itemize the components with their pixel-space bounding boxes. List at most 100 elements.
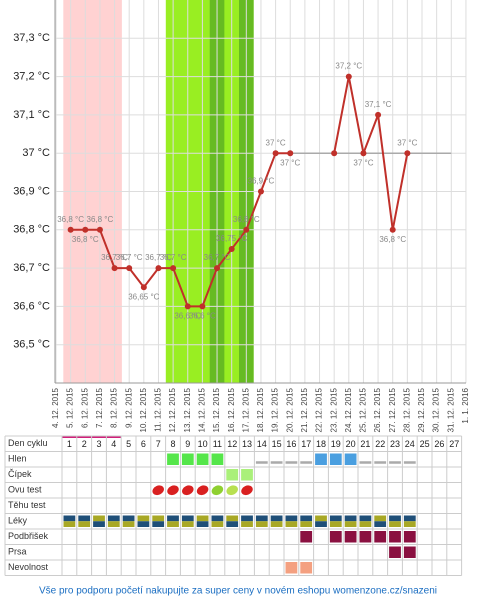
cycle-day: 21 (360, 439, 370, 449)
footer-link[interactable]: Vše pro podporu početí nakupujte za supe… (39, 586, 437, 597)
cell-dash (374, 461, 387, 464)
value-label: 36,6 °C (174, 312, 201, 321)
x-tick-label: 12. 12. 2015 (168, 387, 177, 432)
x-tick-label: 13. 12. 2015 (183, 387, 192, 432)
cell-dash (359, 461, 372, 464)
cell-mark (389, 531, 401, 543)
cycle-day: 23 (390, 439, 400, 449)
cell-mark (211, 453, 224, 465)
row-label: Hlen (8, 454, 27, 464)
cell-mark (241, 515, 253, 522)
value-label: 37 °C (397, 138, 417, 147)
ovulation-test (167, 485, 179, 496)
y-tick-label: 37,2 °C (13, 71, 50, 83)
cell-dash (389, 461, 401, 464)
cycle-day: 15 (272, 439, 282, 449)
cell-mark (403, 531, 416, 543)
x-tick-label: 5. 12. 2015 (66, 387, 75, 428)
cell-mark (300, 515, 313, 522)
row-label: Těhu test (8, 500, 46, 510)
row-label: Čípek (8, 469, 32, 479)
cycle-day: 18 (316, 439, 326, 449)
cell-mark (241, 469, 253, 481)
x-tick-label: 25. 12. 2015 (359, 387, 368, 432)
value-label: 36,8 °C (57, 215, 84, 224)
cell-dash (300, 461, 313, 464)
cell-mark (255, 521, 268, 527)
temperature-line (70, 152, 291, 308)
cycle-day: 20 (346, 439, 356, 449)
cell-dash (270, 461, 283, 464)
value-label: 36,8 °C (87, 215, 114, 224)
value-label: 36,8 °C (233, 215, 260, 224)
cell-mark (167, 453, 179, 465)
cell-mark (329, 531, 342, 543)
temperature-point (184, 303, 191, 310)
row-label: Léky (8, 516, 28, 526)
x-tick-label: 8. 12. 2015 (110, 387, 119, 428)
x-tick-label: 24. 12. 2015 (344, 387, 353, 432)
x-tick-label: 16. 12. 2015 (227, 387, 236, 432)
value-label: 36,7 °C (145, 253, 172, 262)
cell-mark (403, 521, 416, 527)
x-tick-label: 7. 12. 2015 (95, 387, 104, 428)
x-tick-label: 22. 12. 2015 (315, 387, 324, 432)
cycle-day: 1 (67, 439, 72, 449)
cell-mark (329, 515, 342, 522)
cell-dash (285, 461, 298, 464)
cell-mark (181, 521, 194, 527)
value-label: 36,8 °C (72, 235, 99, 244)
y-tick-label: 37,3 °C (13, 32, 50, 44)
x-tick-label: 20. 12. 2015 (285, 387, 294, 432)
x-tick-label: 18. 12. 2015 (256, 387, 265, 432)
cell-mark (285, 562, 298, 574)
temperature-point (345, 73, 352, 80)
menses-marker (62, 436, 77, 438)
cell-mark (196, 515, 209, 522)
y-tick-label: 36,7 °C (13, 262, 50, 274)
x-tick-label: 14. 12. 2015 (198, 387, 207, 432)
cycle-day: 3 (96, 439, 101, 449)
cell-mark (137, 521, 150, 527)
cycle-day: 22 (375, 439, 385, 449)
menses-marker (91, 436, 107, 438)
cell-mark (270, 515, 283, 522)
ovulation-test (182, 485, 194, 496)
row-label: Den cyklu (8, 438, 48, 448)
y-tick-label: 37 °C (22, 147, 50, 159)
ovulation-test (211, 485, 224, 496)
cell-mark (93, 515, 105, 522)
temperature-point (389, 226, 396, 233)
temperature-point (331, 150, 338, 157)
cell-mark (152, 521, 165, 527)
value-label: 36,9 °C (248, 177, 275, 186)
cycle-day: 11 (213, 439, 222, 449)
cycle-day: 19 (331, 439, 341, 449)
cycle-day: 4 (111, 439, 116, 449)
cell-mark (152, 515, 165, 522)
temperature-point (199, 303, 206, 310)
cell-mark (78, 515, 91, 522)
cell-mark (300, 562, 313, 574)
cycle-day: 2 (82, 439, 87, 449)
cycle-day: 10 (198, 439, 208, 449)
cell-mark (196, 521, 209, 527)
cell-mark (211, 521, 224, 527)
temperature-point (257, 188, 264, 195)
cell-mark (329, 521, 342, 527)
value-label: 36,7 °C (101, 253, 128, 262)
x-tick-label: 11. 12. 2015 (154, 387, 163, 431)
cell-mark (389, 546, 401, 558)
temperature-point (140, 284, 147, 291)
cell-mark (78, 521, 91, 527)
temperature-point (375, 111, 382, 118)
cell-mark (181, 453, 194, 465)
cell-mark (226, 521, 239, 527)
x-tick-label: 1. 1. 2016 (461, 387, 470, 423)
temperature-point (96, 226, 103, 233)
cell-mark (403, 515, 416, 522)
value-label: 36,65 °C (128, 292, 159, 301)
temperature-point (67, 226, 74, 233)
cell-mark (270, 521, 283, 527)
